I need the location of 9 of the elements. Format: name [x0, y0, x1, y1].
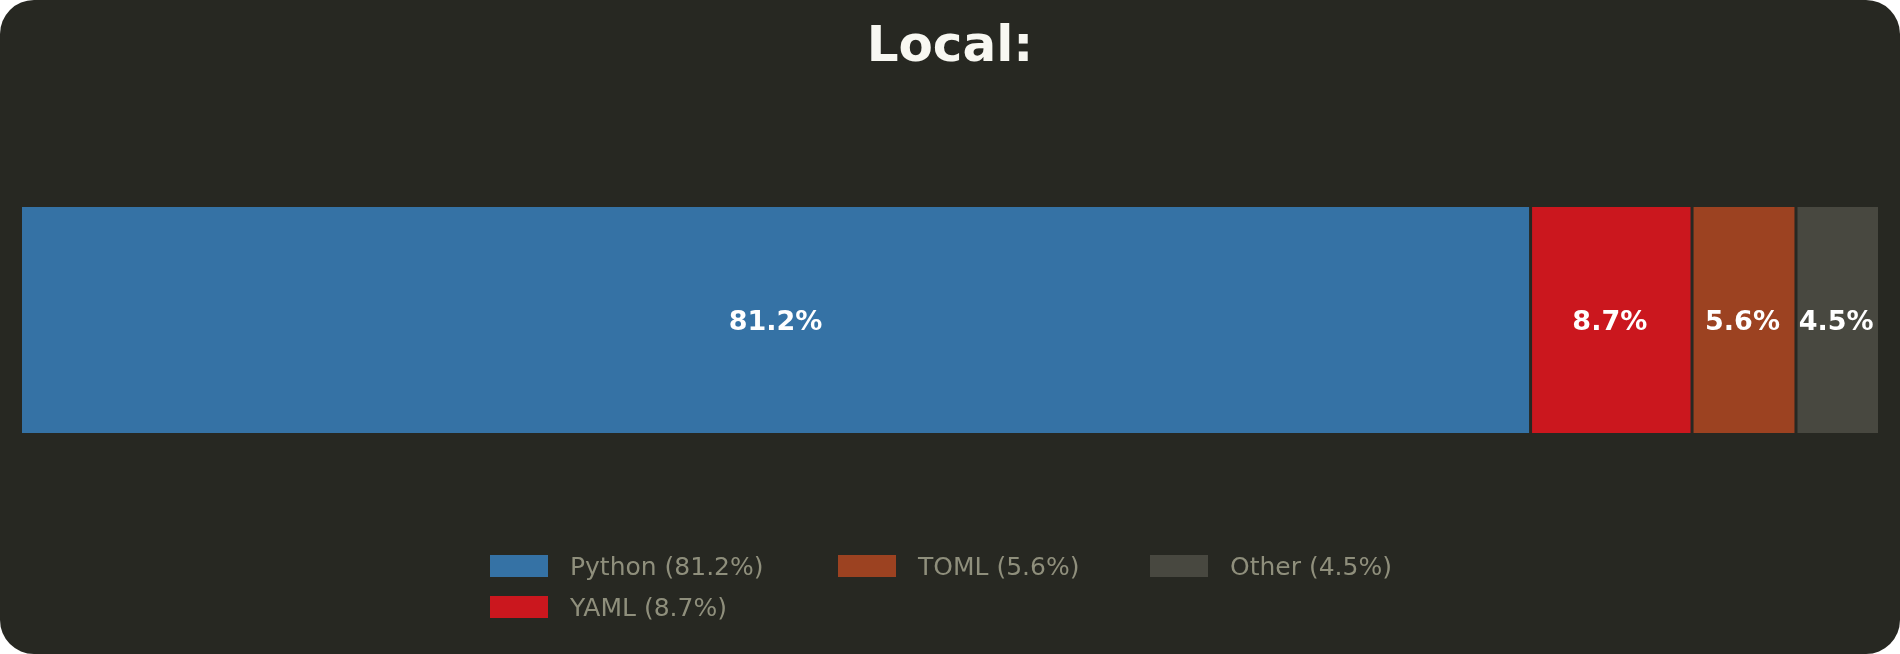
legend-label: YAML (8.7%) — [569, 592, 727, 622]
chart-title: Local: — [866, 15, 1034, 73]
data-label: 8.7% — [1572, 304, 1648, 336]
legend-label: TOML (5.6%) — [917, 551, 1080, 581]
data-label: 81.2% — [728, 304, 823, 336]
data-label: 5.6% — [1705, 304, 1780, 336]
legend-label: Python (81.2%) — [570, 551, 764, 581]
legend-label: Other (4.5%) — [1230, 551, 1392, 581]
data-label: 4.5% — [1798, 304, 1874, 336]
